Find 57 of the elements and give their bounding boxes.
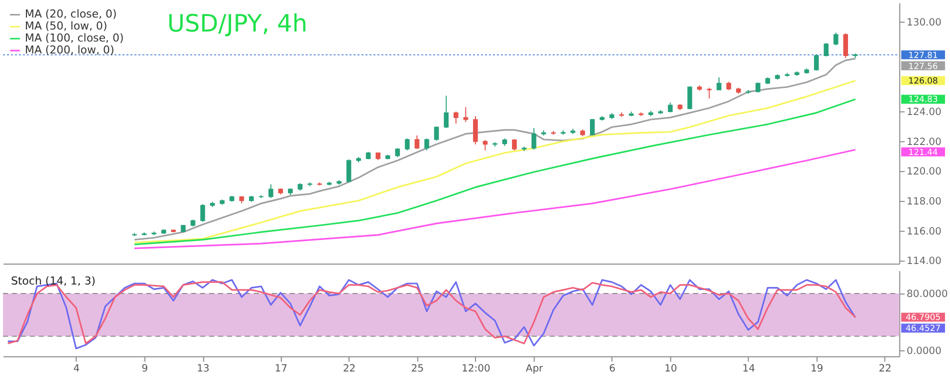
candlestick xyxy=(532,128,536,150)
candlestick xyxy=(463,106,468,123)
ref-line-label: 127.81 xyxy=(908,50,938,60)
candlestick xyxy=(424,138,430,151)
x-tick-label: 22 xyxy=(878,364,892,375)
chart-title: Stoch (14, 1, 3) xyxy=(10,274,96,288)
candlestick xyxy=(454,111,458,124)
x-tick-label: 13 xyxy=(196,364,210,375)
candlestick xyxy=(444,95,449,129)
legend-label: MA (200, low, 0) xyxy=(24,44,114,57)
y-tick-label: 0.0000 xyxy=(906,346,942,358)
x-tick-label: 4 xyxy=(73,364,80,375)
candlestick xyxy=(200,204,206,222)
text: 124.83 xyxy=(908,94,938,104)
y-tick-label: 114.00 xyxy=(906,256,942,268)
y-tick-label: 116.00 xyxy=(906,226,942,238)
y-tick-label: 124.00 xyxy=(906,107,942,118)
legend-label: MA (100, close, 0) xyxy=(24,32,124,45)
candlestick xyxy=(512,138,517,151)
text: 121.44 xyxy=(908,146,938,157)
text: 46.7905 xyxy=(906,312,941,322)
candlestick xyxy=(482,139,488,151)
candlestick xyxy=(590,118,595,136)
candlestick xyxy=(716,76,722,90)
candlestick xyxy=(473,116,478,145)
candlestick xyxy=(834,32,838,46)
y-tick-label: 80.0000 xyxy=(906,288,948,300)
x-tick-label: 10 xyxy=(664,364,678,375)
x-tick-label: Apr xyxy=(526,364,544,375)
chart-title: USD/JPY, 4h xyxy=(167,10,308,38)
x-tick-label: 12:00 xyxy=(462,364,490,375)
text: 126.08 xyxy=(908,76,938,86)
x-tick-label: 25 xyxy=(411,364,424,375)
y-tick-label: 122.00 xyxy=(906,136,942,148)
legend-label: MA (20, close, 0) xyxy=(24,8,117,21)
text: 46.4527 xyxy=(906,323,941,334)
y-tick-label: 130.00 xyxy=(906,18,942,29)
x-tick-label: 6 xyxy=(609,364,616,375)
line-series xyxy=(134,148,856,250)
y-tick-label: 120.00 xyxy=(906,166,942,178)
text: 127.56 xyxy=(908,60,938,71)
y-tick-label: 118.00 xyxy=(906,196,942,208)
x-tick-label: 19 xyxy=(810,364,824,375)
x-tick-label: 17 xyxy=(274,364,288,375)
candlestick xyxy=(346,158,352,183)
candlestick xyxy=(414,134,420,150)
candlestick xyxy=(668,102,673,113)
candlestick xyxy=(268,184,274,199)
legend-label: MA (50, low, 0) xyxy=(24,20,108,33)
candlestick xyxy=(434,126,439,142)
candlestick xyxy=(687,86,692,110)
candlestick xyxy=(404,138,410,151)
candlestick xyxy=(824,42,829,57)
candlestick xyxy=(843,32,848,58)
x-tick-label: 9 xyxy=(142,364,148,375)
x-tick-label: 22 xyxy=(342,364,356,375)
x-tick-label: 14 xyxy=(742,364,756,375)
